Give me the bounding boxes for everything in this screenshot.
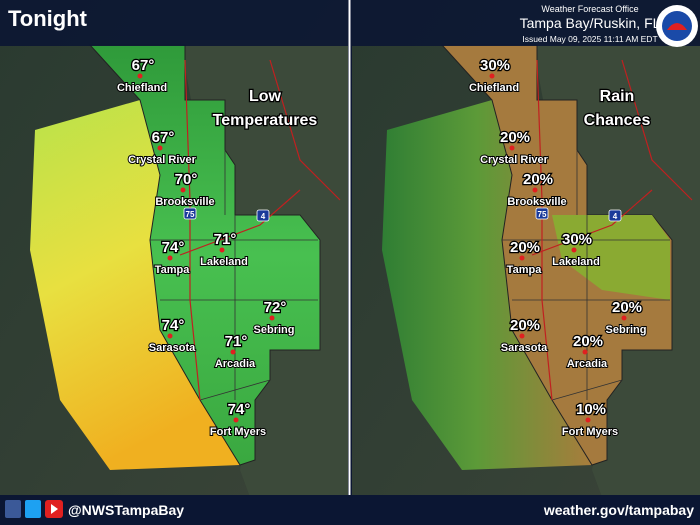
forecast-value: 20% — [510, 239, 540, 256]
city-name: Tampa — [155, 264, 191, 276]
city-name: Crystal River — [128, 154, 197, 166]
city-name: Brooksville — [155, 196, 214, 208]
panel-title-line: Low — [249, 88, 282, 105]
forecast-value: 20% — [612, 299, 642, 316]
interstate-shield — [535, 207, 549, 220]
forecast-value: 74° — [228, 401, 251, 418]
city-name: Chiefland — [469, 82, 519, 94]
city-dot — [269, 315, 275, 321]
interstate-shield — [183, 207, 197, 220]
panel-title-line: Rain — [600, 88, 635, 105]
interstate-shield — [256, 209, 270, 222]
city-dot — [167, 333, 173, 339]
header-title: Tonight — [8, 6, 88, 31]
gulf-forecast-zone — [382, 100, 592, 470]
city-dot — [519, 333, 525, 339]
city-dot — [621, 315, 627, 321]
city-name: Chiefland — [117, 82, 167, 94]
city-name: Sebring — [606, 324, 647, 336]
forecast-value: 30% — [480, 57, 510, 74]
city-dot — [137, 73, 143, 79]
land-forecast-zone — [88, 44, 321, 466]
footer-bar — [0, 495, 700, 525]
youtube-play — [51, 504, 58, 514]
forecast-value: 67° — [152, 129, 175, 146]
forecast-value: 20% — [573, 333, 603, 350]
map-panel: Low Temperatures 75 4 67° Chiefland 67° Crystal… — [0, 0, 348, 497]
road — [531, 59, 693, 401]
interstate-shield — [608, 209, 622, 222]
forecast-value: 20% — [510, 317, 540, 334]
forecast-value: 71° — [214, 231, 237, 248]
county-line — [551, 379, 623, 401]
gulf-forecast-zone — [30, 100, 240, 470]
city-dot — [180, 187, 186, 193]
city-name: Arcadia — [215, 358, 256, 370]
forecast-value: 30% — [562, 231, 592, 248]
city-name: Crystal River — [480, 154, 549, 166]
forecast-value: 71° — [225, 333, 248, 350]
office: Weather Forecast Office — [541, 4, 638, 14]
issued: Issued May 09, 2025 11:11 AM EDT — [522, 34, 657, 44]
interstate-number: 75 — [538, 210, 547, 219]
city-dot — [571, 247, 577, 253]
forecast-value: 67° — [132, 57, 155, 74]
city-dot — [230, 349, 236, 355]
road — [179, 59, 341, 401]
city-dot — [219, 247, 225, 253]
city-dot — [519, 255, 525, 261]
city-dot — [585, 417, 591, 423]
city-name: Sarasota — [149, 342, 196, 354]
city-dot — [532, 187, 538, 193]
city-name: Fort Myers — [210, 426, 266, 438]
city-name: Fort Myers — [562, 426, 618, 438]
map-panel: Rain Chances 75 4 30% Chiefland 20% Crystal Riv… — [352, 0, 700, 497]
city-dot — [582, 349, 588, 355]
forecast-value: 74° — [162, 317, 185, 334]
city-name: Lakeland — [552, 256, 600, 268]
website[interactable]: weather.gov/tampabay — [543, 502, 694, 518]
forecast-value: 72° — [264, 299, 287, 316]
forecast-value: 74° — [162, 239, 185, 256]
city-name: Brooksville — [507, 196, 566, 208]
city-name: Sebring — [254, 324, 295, 336]
city-name: Arcadia — [567, 358, 608, 370]
social-handle[interactable]: @NWSTampaBay — [68, 502, 184, 518]
city-name: Lakeland — [200, 256, 248, 268]
forecast-value: 20% — [500, 129, 530, 146]
twitter-icon[interactable] — [25, 500, 41, 518]
facebook-icon[interactable] — [5, 500, 21, 518]
panel-title-line: Chances — [584, 112, 651, 129]
land-forecast-zone — [440, 44, 673, 466]
city-name: Tampa — [507, 264, 543, 276]
panel-title-line: Temperatures — [213, 112, 318, 129]
city-dot — [509, 145, 515, 151]
county-line — [199, 379, 271, 401]
forecast-value: 20% — [523, 171, 553, 188]
location: Tampa Bay/Ruskin, FL — [520, 15, 661, 31]
nws-logo-mark — [667, 23, 687, 30]
forecast-value: 70° — [175, 171, 198, 188]
city-dot — [157, 145, 163, 151]
city-dot — [167, 255, 173, 261]
interstate-number: 4 — [261, 212, 266, 221]
city-dot — [233, 417, 239, 423]
interstate-number: 4 — [613, 212, 618, 221]
interstate-number: 75 — [186, 210, 195, 219]
forecast-value: 10% — [576, 401, 606, 418]
city-dot — [489, 73, 495, 79]
city-name: Sarasota — [501, 342, 548, 354]
